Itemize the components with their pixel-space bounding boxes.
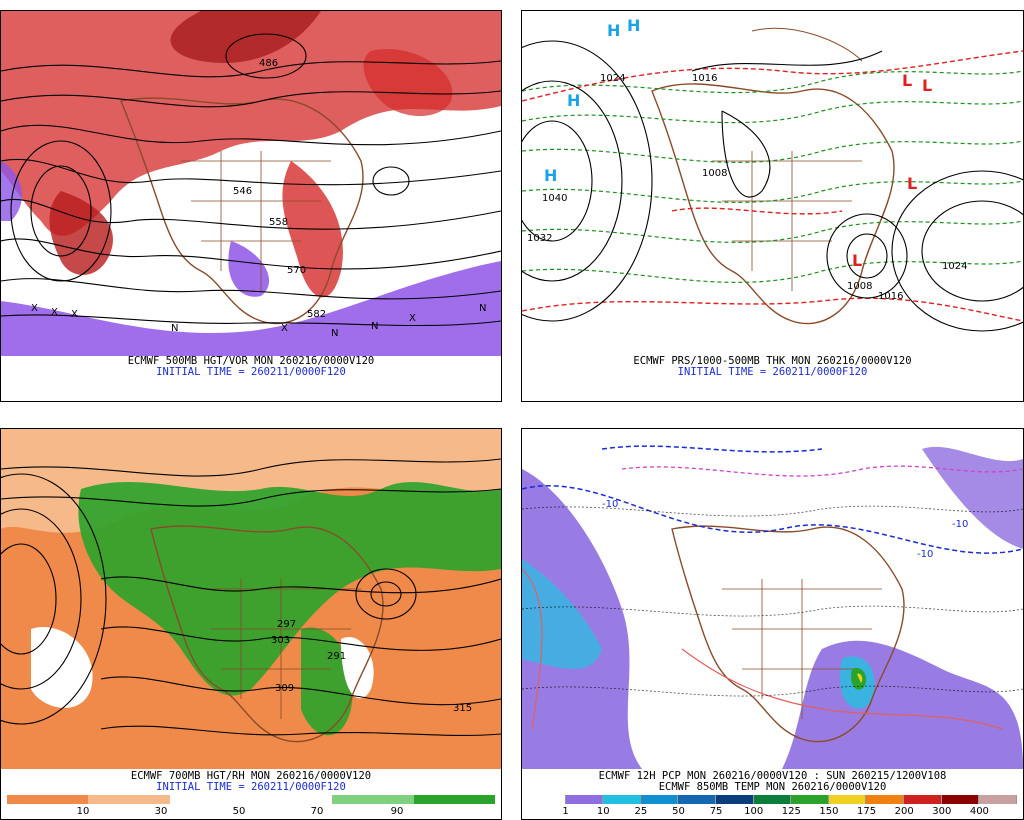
colorbar-swatch xyxy=(169,795,251,804)
panel-surface-pressure-thickness: 1040 1032 1024 1016 1008 1024 1016 1008 … xyxy=(521,10,1024,402)
low-pressure-symbol: L xyxy=(902,71,912,90)
colorbar-swatch xyxy=(250,795,333,804)
marker-n: N xyxy=(371,321,378,332)
colorbar-swatch xyxy=(603,795,641,804)
caption-line-2: INITIAL TIME = 260211/0000F120 xyxy=(156,781,346,793)
colorbar-swatch xyxy=(828,795,867,804)
pressure-map: 1040 1032 1024 1016 1008 1024 1016 1008 … xyxy=(522,11,1023,351)
pressure-label: 1008 xyxy=(702,168,727,179)
colorbar-tick: 200 xyxy=(894,806,914,817)
temp-label: -10 xyxy=(917,549,933,560)
marker-x: X xyxy=(281,323,288,334)
marker-n: N xyxy=(331,328,338,339)
pressure-label: 1032 xyxy=(527,233,552,244)
colorbar-tick: 100 xyxy=(744,806,764,817)
caption-line-1: ECMWF 12H PCP MON 260216/0000V120 : SUN … xyxy=(598,770,947,782)
colorbar-swatch xyxy=(413,795,495,804)
caption-line-1: ECMWF PRS/1000-500MB THK MON 260216/0000… xyxy=(633,355,912,367)
high-pressure-symbol: H xyxy=(627,16,640,35)
pressure-label: 1040 xyxy=(542,193,567,204)
caption-line-1: ECMWF 700MB HGT/RH MON 260216/0000V120 xyxy=(130,770,372,782)
contour-label: 303 xyxy=(271,635,290,646)
temp-label: -10 xyxy=(602,499,618,510)
panel-500mb-vorticity: 546 558 570 582 486 X X X X X N N N N EC… xyxy=(0,10,502,402)
low-pressure-symbol: L xyxy=(852,251,862,270)
pressure-label: 1024 xyxy=(942,261,967,272)
precip-colorbar xyxy=(528,795,1017,804)
colorbar-tick: 400 xyxy=(969,806,989,817)
colorbar-tick: 50 xyxy=(672,806,685,817)
colorbar-tick: 25 xyxy=(634,806,648,817)
rh-colorbar xyxy=(7,795,495,804)
colorbar-tick: 150 xyxy=(819,806,839,817)
colorbar-swatch xyxy=(716,795,754,804)
contour-label: 309 xyxy=(275,683,294,694)
colorbar-swatch xyxy=(7,795,89,804)
contour-label: 315 xyxy=(453,703,472,714)
vorticity-map: 546 558 570 582 486 X X X X X N N N N xyxy=(1,11,501,356)
temp-label: -10 xyxy=(952,519,968,530)
marker-x: X xyxy=(409,313,416,324)
marker-n: N xyxy=(479,303,486,314)
panel-700mb-humidity: 303 309 315 297 291 ECMWF 700MB HGT/RH M… xyxy=(0,428,502,820)
colorbar-tick: 75 xyxy=(709,806,723,817)
colorbar-swatch xyxy=(979,795,1017,804)
pressure-label: 1024 xyxy=(600,73,625,84)
contour-label: 486 xyxy=(259,58,278,69)
high-pressure-symbol: H xyxy=(544,166,557,185)
colorbar-tick: 125 xyxy=(781,806,801,817)
low-pressure-symbol: L xyxy=(907,174,917,193)
caption-line-2: INITIAL TIME = 260211/0000F120 xyxy=(677,366,868,378)
colorbar-swatch xyxy=(941,795,980,804)
precip-map: -10 -10 -10 xyxy=(522,429,1023,769)
colorbar-swatch xyxy=(866,795,905,804)
colorbar-swatch xyxy=(528,795,566,804)
caption-line-2: ECMWF 850MB TEMP MON 260216/0000V120 xyxy=(658,781,887,793)
colorbar-swatch xyxy=(791,795,829,804)
contour-label: 546 xyxy=(233,186,252,197)
colorbar-swatch xyxy=(88,795,170,804)
humidity-map: 303 309 315 297 291 xyxy=(1,429,501,769)
low-pressure-symbol: L xyxy=(922,76,932,95)
panel-precipitation-temperature: -10 -10 -10 ECMWF 12H PCP MON 260216/000… xyxy=(521,428,1024,820)
pressure-label: 1016 xyxy=(692,73,717,84)
marker-x: X xyxy=(71,309,78,320)
caption-line-1: ECMWF 500MB HGT/VOR MON 260216/0000V120 xyxy=(127,355,375,367)
high-pressure-symbol: H xyxy=(567,91,580,110)
colorbar-tick: 10 xyxy=(596,806,610,817)
colorbar-tick: 10 xyxy=(76,806,90,817)
contour-label: 558 xyxy=(269,217,288,228)
colorbar-swatch xyxy=(565,795,604,804)
colorbar-swatch xyxy=(904,795,942,804)
colorbar-tick: 300 xyxy=(932,806,952,817)
pressure-label: 1016 xyxy=(878,291,903,302)
colorbar-tick: 50 xyxy=(232,806,246,817)
caption-line-2: INITIAL TIME = 260211/0000F120 xyxy=(156,366,346,378)
contour-label: 582 xyxy=(307,309,326,320)
marker-x: X xyxy=(31,303,38,314)
colorbar-swatch xyxy=(753,795,792,804)
contour-label: 570 xyxy=(287,265,306,276)
colorbar-tick: 90 xyxy=(390,806,404,817)
contour-label: 291 xyxy=(327,651,346,662)
high-pressure-symbol: H xyxy=(607,21,620,40)
colorbar-tick: 70 xyxy=(310,806,324,817)
colorbar-swatch xyxy=(640,795,679,804)
colorbar-tick: 30 xyxy=(154,806,168,817)
contour-label: 297 xyxy=(277,619,296,630)
colorbar-tick: 175 xyxy=(856,806,877,817)
pressure-label: 1008 xyxy=(847,281,872,292)
colorbar-swatch xyxy=(678,795,717,804)
colorbar-tick: 1 xyxy=(562,806,569,817)
colorbar-swatch xyxy=(332,795,414,804)
marker-x: X xyxy=(51,307,58,318)
marker-n: N xyxy=(171,323,178,334)
